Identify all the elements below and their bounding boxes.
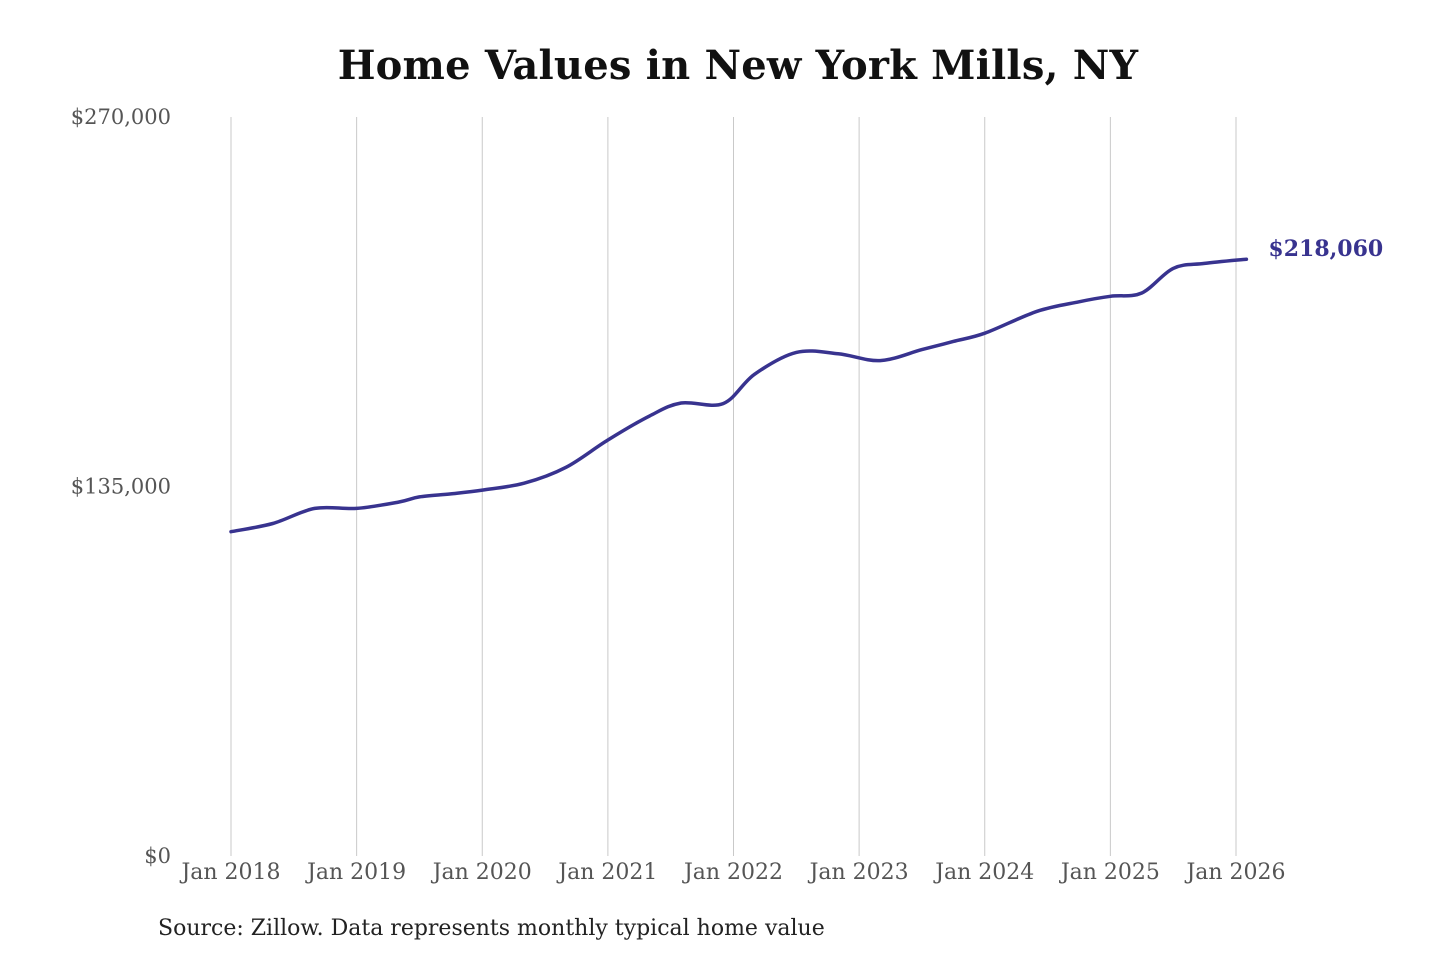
end-value-label: $218,060 bbox=[1268, 236, 1383, 262]
x-tick-label: Jan 2020 bbox=[431, 860, 532, 885]
x-tick-label: Jan 2023 bbox=[808, 860, 909, 885]
x-tick-label: Jan 2024 bbox=[933, 860, 1034, 885]
source-note: Source: Zillow. Data represents monthly … bbox=[158, 916, 825, 941]
y-tick-label: $135,000 bbox=[71, 475, 171, 499]
y-axis-ticks: $0 $135,000 $270,000 bbox=[71, 105, 171, 868]
x-tick-label: Jan 2026 bbox=[1184, 860, 1285, 885]
y-tick-label: $0 bbox=[144, 844, 171, 868]
x-tick-label: Jan 2025 bbox=[1059, 860, 1160, 885]
chart-title: Home Values in New York Mills, NY bbox=[337, 42, 1139, 89]
annotations: $218,060 bbox=[1268, 236, 1383, 262]
gridlines bbox=[230, 117, 1237, 856]
x-tick-label: Jan 2019 bbox=[305, 860, 406, 885]
series-line bbox=[229, 257, 1249, 534]
x-tick-label: Jan 2018 bbox=[179, 860, 280, 885]
x-tick-label: Jan 2022 bbox=[682, 860, 783, 885]
series-layer bbox=[229, 257, 1249, 534]
x-tick-label: Jan 2021 bbox=[556, 860, 657, 885]
y-tick-label: $270,000 bbox=[71, 105, 171, 129]
x-axis-ticks: Jan 2018 Jan 2019 Jan 2020 Jan 2021 Jan 2022… bbox=[179, 860, 1285, 885]
